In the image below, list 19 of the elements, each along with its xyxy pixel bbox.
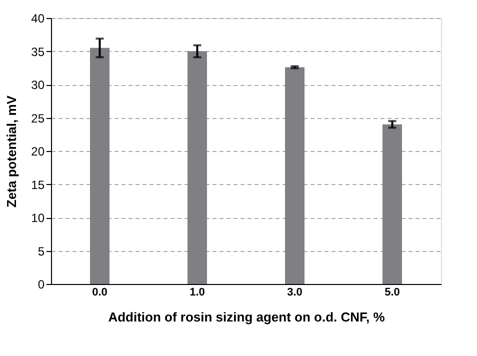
x-axis-title: Addition of rosin sizing agent on o.d. CNF, % <box>108 310 386 324</box>
y-tick-label: 25 <box>31 111 45 126</box>
bar <box>90 48 110 284</box>
y-axis-title: Zeta potential, mV <box>4 95 20 208</box>
bar <box>188 51 207 284</box>
x-tick-label: 3.0 <box>287 286 302 298</box>
y-tick-label: 30 <box>31 78 45 92</box>
y-tick-label: 40 <box>31 12 45 26</box>
y-tick-label: 0 <box>38 278 45 292</box>
y-tick-label: 10 <box>31 211 45 225</box>
y-tick-label: 15 <box>31 178 45 192</box>
bar <box>285 67 304 284</box>
y-tick-label: 35 <box>31 44 45 59</box>
x-tick-label: 1.0 <box>190 286 205 298</box>
y-tick-label: 20 <box>31 144 45 158</box>
y-tick-label: 5 <box>38 244 45 258</box>
bar <box>382 124 402 284</box>
x-tick-label: 5.0 <box>384 286 400 298</box>
x-tick-label: 0.0 <box>92 286 108 298</box>
